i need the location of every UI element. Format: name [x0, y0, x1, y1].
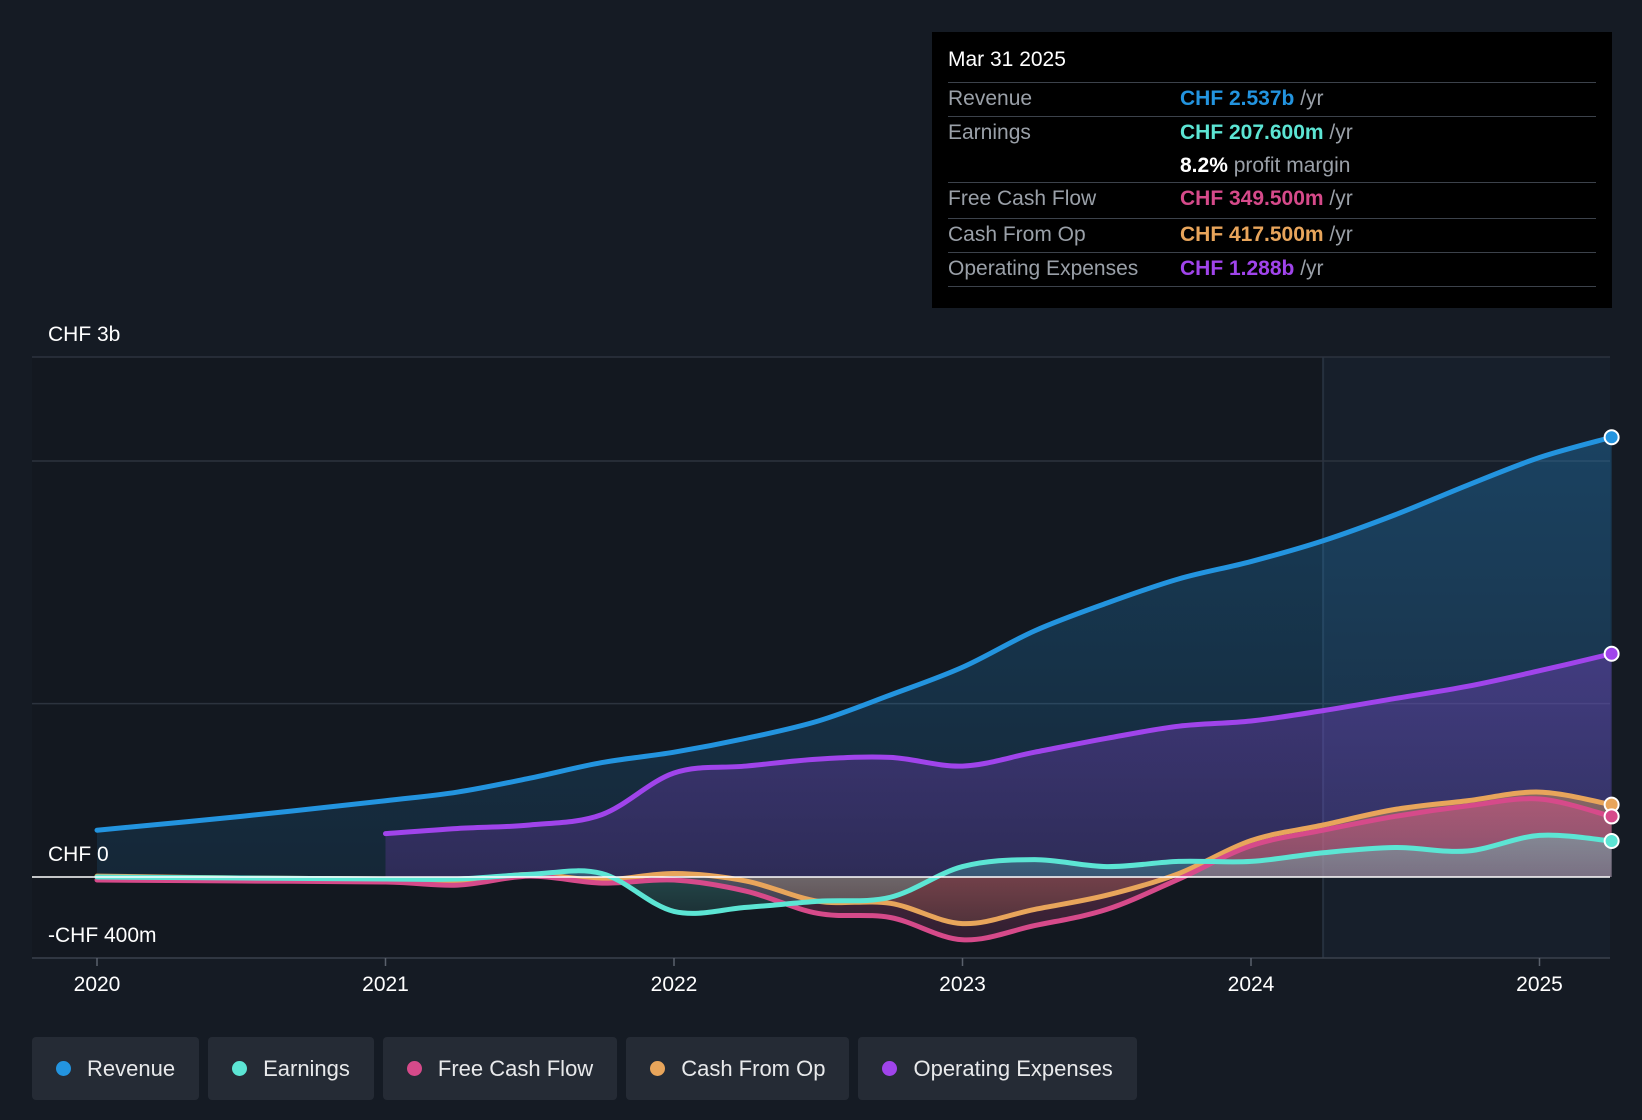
tooltip-row-label: Earnings — [948, 121, 1031, 144]
series-end-markers — [1603, 429, 1620, 850]
legend: Revenue Earnings Free Cash Flow Cash From O… — [32, 1037, 1137, 1100]
tooltip-row: Free Cash Flow CHF 349.500m /yr — [948, 182, 1596, 217]
y-tick-label: -CHF 400m — [48, 924, 157, 947]
tooltip-row: Operating Expenses CHF 1.288b /yr — [948, 252, 1596, 287]
legend-item-cash-from-op[interactable]: Cash From Op — [626, 1037, 850, 1100]
tooltip-row-value: 8.2% profit margin — [1180, 154, 1350, 178]
legend-item-earnings[interactable]: Earnings — [208, 1037, 374, 1100]
legend-item-operating-expenses[interactable]: Operating Expenses — [858, 1037, 1137, 1100]
tooltip-bottom-divider — [948, 286, 1596, 287]
tooltip-value-number: CHF 207.600m — [1180, 121, 1324, 144]
x-tick-label: 2024 — [1228, 973, 1275, 996]
free-cash-flow-end-marker — [1603, 808, 1620, 825]
earnings-line — [94, 832, 1615, 916]
x-tick-label: 2021 — [362, 973, 409, 996]
tooltip-date: Mar 31 2025 — [948, 48, 1066, 71]
y-axis-labels: CHF 3b CHF 0 -CHF 400m — [48, 323, 157, 947]
tooltip-row: Cash From Op CHF 417.500m /yr — [948, 218, 1596, 253]
revenue-end-marker — [1603, 429, 1620, 446]
free-cash-flow-line — [94, 796, 1615, 943]
legend-dot-icon — [650, 1061, 666, 1076]
y-tick-label: CHF 3b — [48, 323, 120, 346]
tooltip-value-number: 8.2% — [1180, 154, 1228, 177]
tooltip-row-label: Free Cash Flow — [948, 187, 1097, 210]
tooltip-value-unit: /yr — [1323, 223, 1353, 246]
earnings-area — [97, 835, 1612, 914]
x-tick-label: 2020 — [74, 973, 121, 996]
legend-label: Operating Expenses — [913, 1055, 1113, 1081]
tooltip-row: Revenue CHF 2.537b /yr — [948, 82, 1596, 117]
tooltip-row-label: Cash From Op — [948, 223, 1086, 246]
tooltip-row-value: CHF 349.500m /yr — [1180, 187, 1353, 211]
y-tick-label: CHF 0 — [48, 843, 109, 866]
legend-dot-icon — [406, 1061, 422, 1076]
tooltip-row-value: CHF 2.537b /yr — [1180, 87, 1324, 111]
earnings-end-marker — [1603, 833, 1620, 850]
tooltip-panel: Mar 31 2025 Revenue CHF 2.537b /yr Earning… — [932, 32, 1612, 308]
x-tick-label: 2025 — [1516, 973, 1563, 996]
operating-expenses-end-marker — [1603, 645, 1620, 662]
legend-label: Cash From Op — [681, 1055, 826, 1081]
tooltip-value-number: CHF 417.500m — [1180, 223, 1324, 246]
tooltip-row-label: Revenue — [948, 87, 1033, 110]
tooltip-row: 8.2% profit margin — [948, 150, 1596, 184]
legend-label: Earnings — [263, 1055, 350, 1081]
legend-dot-icon — [56, 1061, 71, 1076]
legend-label: Revenue — [87, 1055, 176, 1081]
series-lines — [94, 434, 1615, 943]
legend-dot-icon — [232, 1061, 248, 1076]
legend-dot-icon — [882, 1061, 898, 1076]
tooltip-value-number: CHF 1.288b — [1180, 257, 1295, 280]
x-tick-label: 2022 — [651, 973, 698, 996]
tooltip-row-label: Operating Expenses — [948, 257, 1139, 280]
tooltip-row-value: CHF 1.288b /yr — [1180, 257, 1324, 281]
legend-label: Free Cash Flow — [437, 1055, 594, 1081]
legend-item-free-cash-flow[interactable]: Free Cash Flow — [382, 1037, 618, 1100]
operating-expenses-line — [383, 651, 1615, 837]
legend-item-revenue[interactable]: Revenue — [32, 1037, 200, 1100]
tooltip-value-unit: /yr — [1294, 257, 1324, 280]
tooltip-value-unit: profit margin — [1227, 154, 1351, 177]
tooltip-row: Earnings CHF 207.600m /yr — [948, 116, 1596, 151]
x-tick-label: 2023 — [939, 973, 986, 996]
tooltip-value-unit: /yr — [1323, 121, 1353, 144]
x-axis: 2020 2021 2022 2023 2024 2025 — [74, 958, 1563, 996]
tooltip-value-number: CHF 349.500m — [1180, 187, 1324, 210]
revenue-line — [94, 434, 1615, 833]
tooltip-value-unit: /yr — [1294, 87, 1324, 110]
tooltip-row-value: CHF 417.500m /yr — [1180, 223, 1353, 247]
tooltip-value-unit: /yr — [1323, 187, 1353, 210]
tooltip-value-number: CHF 2.537b — [1180, 87, 1295, 110]
operating-expenses-area — [385, 653, 1612, 877]
tooltip-row-value: CHF 207.600m /yr — [1180, 121, 1353, 145]
